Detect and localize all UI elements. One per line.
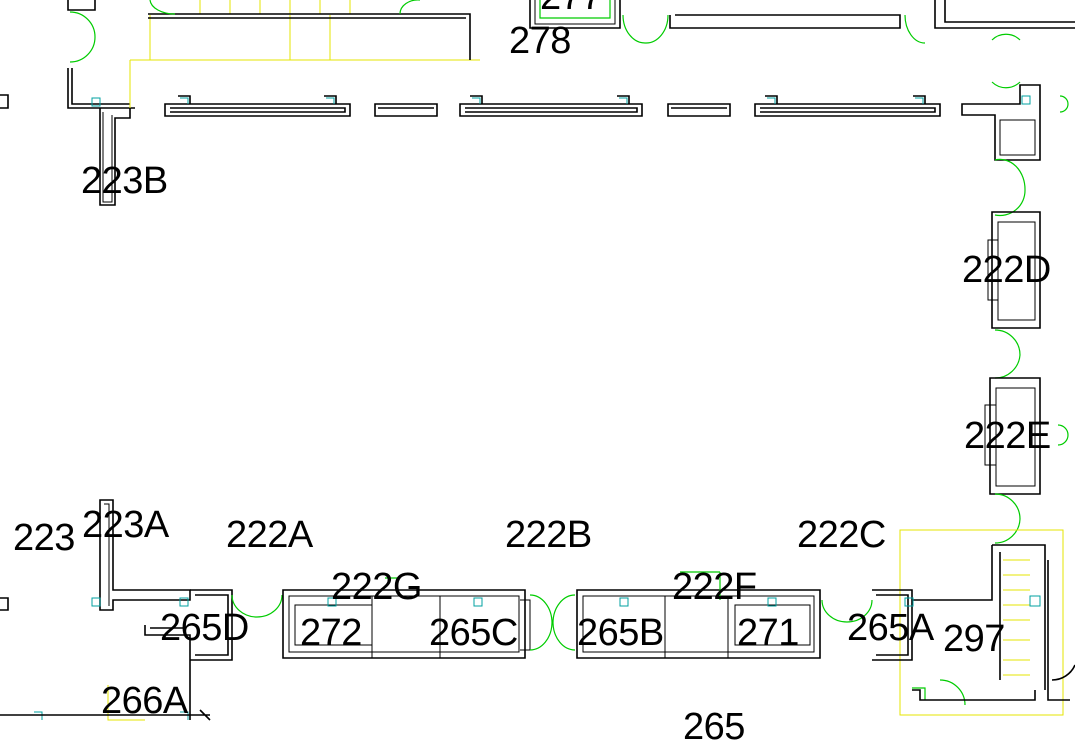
room-label-222B: 222B <box>505 514 592 556</box>
room-label-266A: 266A <box>101 680 188 722</box>
room-label-222D: 222D <box>962 249 1051 291</box>
top-doors <box>69 0 1021 89</box>
top-center-walls <box>529 0 1075 29</box>
room-label-265B: 265B <box>577 612 664 654</box>
bottom-office-row <box>179 545 1036 701</box>
room-label-222C: 222C <box>797 514 886 556</box>
room-label-297: 297 <box>943 618 1005 660</box>
room-label-277: 277 <box>540 0 602 16</box>
room-label-223: 223 <box>13 517 75 559</box>
room-label-272: 272 <box>300 612 362 654</box>
top-left-stairs <box>129 0 480 108</box>
room-label-222F: 222F <box>672 566 757 608</box>
floor-plan-drawing <box>0 0 1075 721</box>
room-label-278: 278 <box>509 20 571 62</box>
bottom-right-stair <box>899 529 1075 716</box>
room-label-222A: 222A <box>226 514 313 556</box>
room-label-265D: 265D <box>160 607 249 649</box>
room-label-265: 265 <box>683 706 745 748</box>
top-left-walls <box>0 0 135 206</box>
right-wing-walls <box>961 84 1069 544</box>
room-label-265C: 265C <box>429 612 518 654</box>
room-label-222E: 222E <box>964 415 1051 457</box>
room-label-223A: 223A <box>82 504 169 546</box>
room-label-222G: 222G <box>331 566 422 608</box>
top-window-row <box>91 95 941 117</box>
room-label-265A: 265A <box>847 607 934 649</box>
room-label-271: 271 <box>737 612 799 654</box>
room-label-223B: 223B <box>81 160 168 202</box>
